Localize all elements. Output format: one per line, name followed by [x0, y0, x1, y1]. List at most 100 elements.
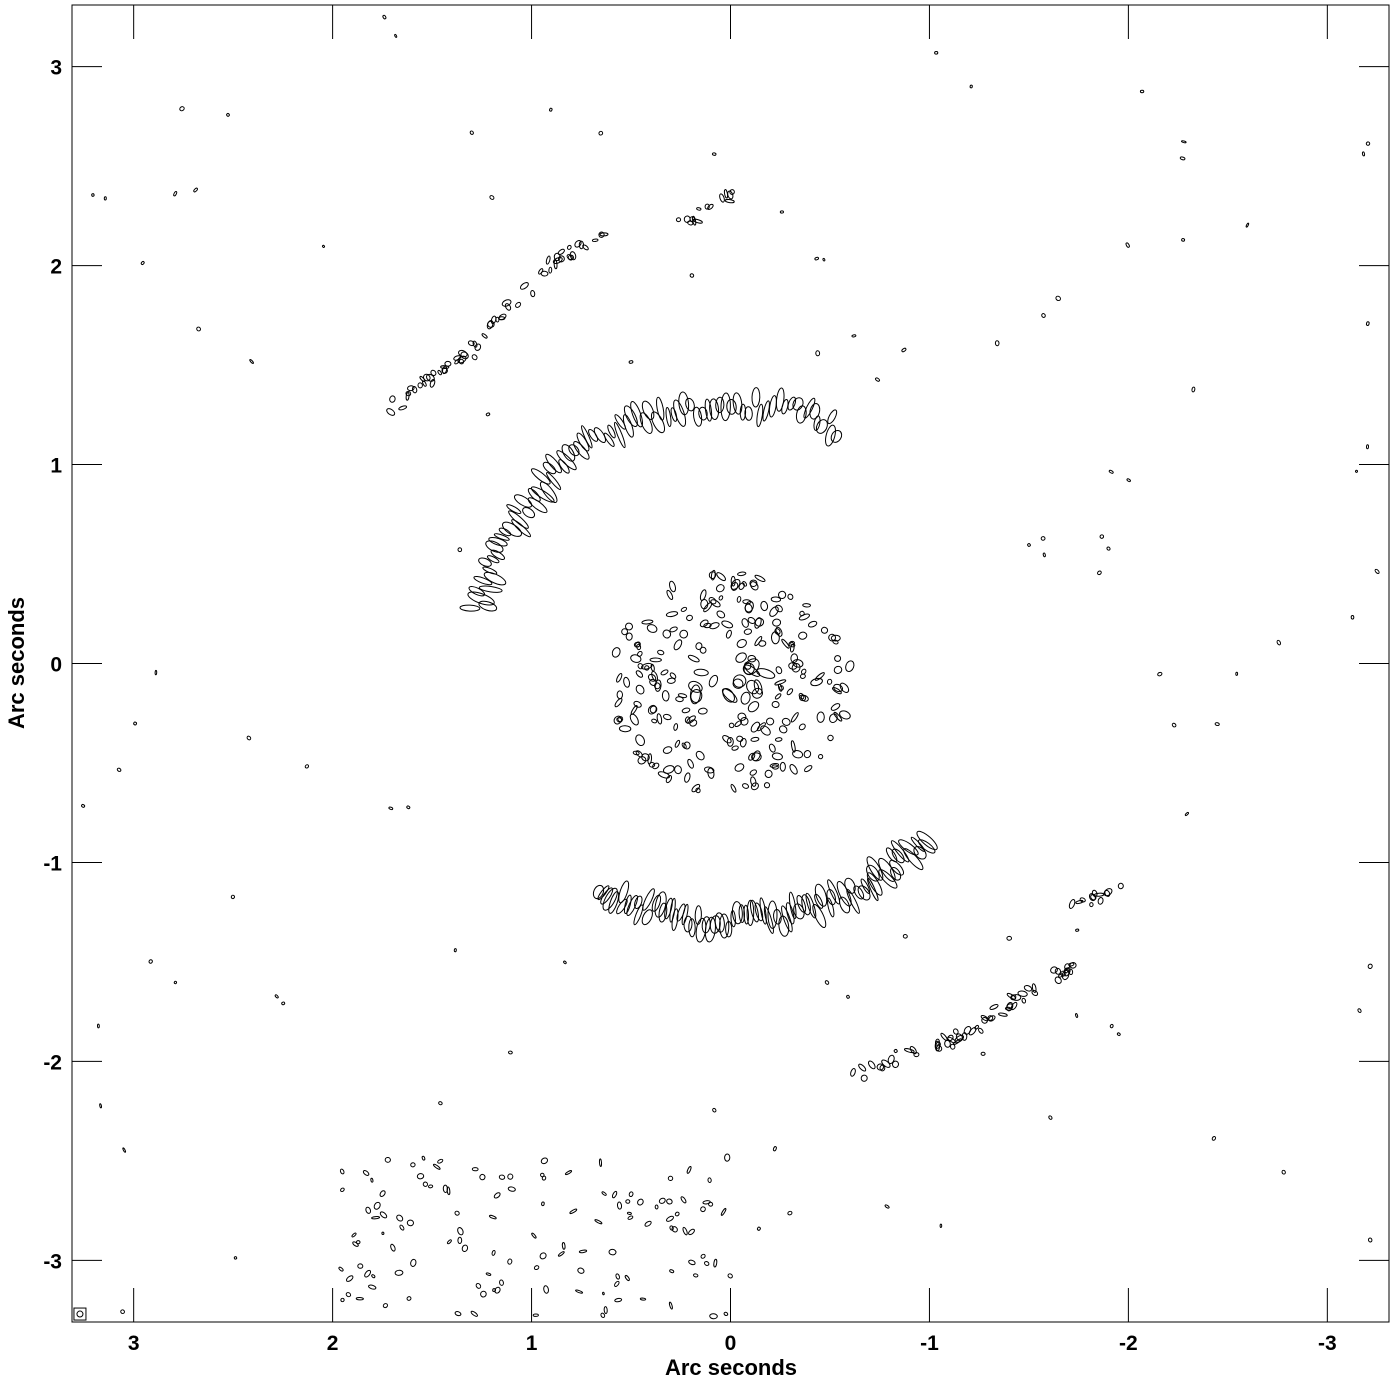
core-contour [747, 617, 756, 624]
x-tick-label: 2 [327, 1332, 339, 1355]
core-contour [695, 642, 703, 650]
y-tick-label: -3 [43, 1250, 62, 1273]
inner-arc-contour [588, 428, 599, 442]
core-contour [774, 693, 782, 700]
outer-arm-contour [1023, 985, 1033, 992]
core-contour [760, 725, 771, 736]
inner-arc-contour [486, 555, 500, 564]
noise-contour [494, 1286, 501, 1294]
inner-arc-contour [788, 891, 797, 920]
noise-contour [671, 1226, 678, 1233]
outer-arm-contour [858, 1063, 867, 1072]
core-contour [802, 603, 811, 608]
noise-contour [1099, 534, 1105, 539]
noise-contour [499, 1279, 504, 1286]
inner-arc-contour [889, 859, 905, 876]
noise-contour [339, 1168, 345, 1175]
noise-contour [824, 980, 830, 985]
noise-contour [1276, 639, 1282, 646]
inner-arc-contour [614, 414, 626, 430]
core-contour [716, 572, 726, 582]
outer-arm-contour [552, 256, 563, 265]
inner-arc-contour [592, 884, 605, 900]
inner-arc-contour [732, 392, 743, 415]
inner-arc-contour [600, 887, 614, 905]
noise-contour [454, 1311, 462, 1317]
noise-contour [815, 350, 821, 357]
core-contour [750, 721, 761, 733]
noise-contour [133, 721, 138, 726]
noise-contour [980, 1051, 986, 1056]
core-contour [687, 758, 694, 769]
noise-contour [709, 1313, 718, 1320]
noise-contour [934, 50, 939, 55]
noise-contour [338, 1266, 344, 1272]
beam-ellipse [76, 1310, 84, 1318]
core-contour [743, 628, 753, 635]
noise-contour [637, 1198, 644, 1206]
core-contour [736, 735, 744, 742]
inner-arc-contour [546, 472, 562, 490]
noise-contour [498, 1174, 506, 1180]
outer-arm-contour [1075, 899, 1084, 905]
noise-contour [1171, 722, 1177, 728]
outer-arm-contour [474, 343, 482, 351]
core-contour [617, 716, 624, 723]
core-contour [803, 765, 813, 773]
core-contour [710, 569, 716, 581]
core-contour [651, 718, 658, 724]
noise-contour [382, 1303, 388, 1309]
core-contour [833, 711, 843, 722]
inner-arc-contour [641, 400, 655, 420]
inner-arc-contour [665, 406, 672, 428]
noise-contour [822, 257, 826, 262]
inner-arc-contour [890, 840, 910, 863]
core-contour [730, 783, 737, 793]
noise-contour [81, 804, 86, 808]
noise-contour [379, 1211, 388, 1219]
core-contour [771, 700, 780, 709]
core-contour [616, 690, 624, 700]
inner-arc-contour [623, 894, 632, 915]
noise-contour [1027, 543, 1031, 547]
inner-arc-contour [714, 912, 725, 933]
inner-arc-contour [738, 904, 746, 923]
core-contour [699, 646, 707, 654]
noise-contour [779, 210, 784, 214]
noise-contour [355, 1296, 364, 1301]
core-contour [751, 752, 762, 762]
noise-contour [627, 1215, 634, 1220]
noise-contour [564, 1170, 573, 1176]
noise-contour [616, 1201, 623, 1210]
inner-arc-contour [763, 906, 774, 934]
noise-contour [893, 1049, 898, 1053]
core-contour [726, 737, 734, 747]
core-contour [772, 618, 782, 627]
noise-contour [688, 1228, 695, 1236]
outer-arm-contour [389, 395, 396, 403]
core-contour [637, 756, 647, 765]
noise-contour [274, 994, 279, 999]
core-contour [697, 707, 708, 715]
core-contour [666, 677, 676, 684]
inner-arc-contour [459, 604, 481, 612]
outer-arm-contour [437, 370, 442, 376]
core-contour [730, 578, 741, 590]
outer-arm-contour [935, 1045, 943, 1052]
core-contour [649, 678, 657, 686]
noise-contour [120, 1309, 125, 1315]
noise-contour [388, 806, 394, 811]
core-contour [734, 763, 745, 772]
inner-arc-contour [602, 887, 618, 911]
outer-arm-contour [974, 1024, 979, 1030]
inner-arc-contour [744, 406, 753, 421]
noise-contour [340, 1297, 345, 1303]
core-contour [686, 614, 693, 622]
noise-contour [421, 1155, 426, 1161]
outer-arm-contour [1063, 967, 1071, 977]
inner-arc-contour [785, 902, 795, 925]
noise-contour [422, 1181, 429, 1187]
core-contour [710, 599, 721, 608]
noise-contour [226, 113, 230, 117]
